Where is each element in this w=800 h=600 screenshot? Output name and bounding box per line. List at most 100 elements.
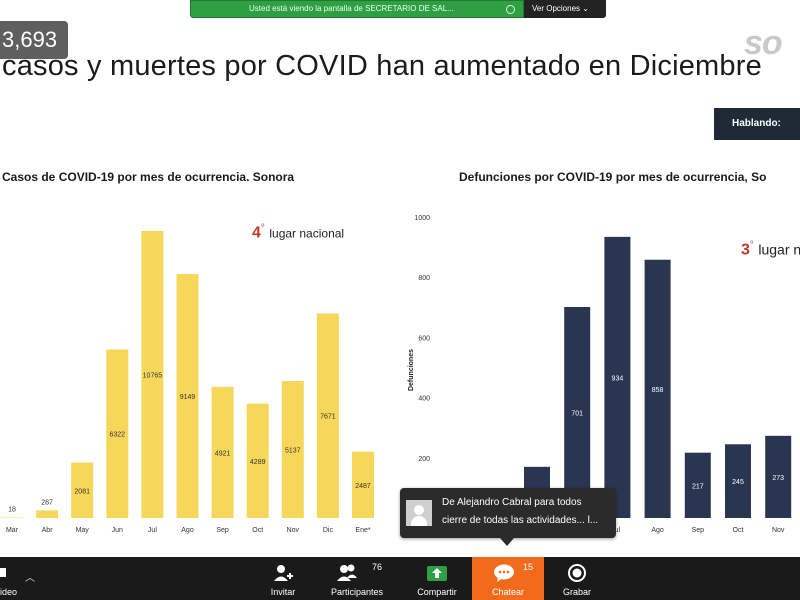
deaths-bar	[604, 236, 631, 518]
deaths-rank-number: 3	[741, 241, 750, 259]
participants-label: Participantes	[330, 587, 384, 597]
cases-category-label: Oct	[252, 527, 263, 534]
deaths-bar	[684, 452, 711, 518]
cases-bar	[352, 451, 374, 518]
cases-bar	[246, 403, 269, 518]
cases-bar	[211, 386, 234, 518]
chat-pointer	[500, 538, 514, 546]
cases-rank-annotation: 4° lugar nacional	[252, 223, 344, 242]
deaths-bar-value-label: 245	[732, 479, 744, 486]
cases-bar-value-label: 18	[8, 507, 16, 514]
deaths-bar-value-label: 858	[652, 387, 664, 394]
deaths-chart-title: Defunciones por COVID-19 por mes de ocur…	[459, 170, 767, 184]
cases-category-label: Dic	[323, 527, 334, 534]
participants-count: 76	[372, 562, 383, 572]
deaths-category-label: Sep	[692, 527, 705, 534]
cases-bar-value-label: 7671	[320, 414, 336, 421]
chat-message-line: cierre de todas las actividades... l...	[442, 515, 599, 526]
logo-text: so	[744, 24, 783, 62]
video-icon	[0, 568, 6, 577]
chat-label: Chatear	[491, 587, 525, 597]
record-button[interactable]: Grabar	[552, 557, 602, 600]
deaths-bar	[725, 444, 751, 518]
cases-bar	[176, 274, 199, 518]
logo: so	[742, 24, 800, 88]
chat-unread-count: 15	[523, 562, 534, 572]
speaking-indicator: Hablando:	[714, 108, 800, 140]
counter-text: 3,693	[2, 27, 58, 52]
share-status-bar: Usted está viendo la pantalla de SECRETA…	[190, 0, 524, 18]
deaths-rank-annotation: 3° lugar n	[741, 240, 800, 259]
deaths-category-label: ul	[615, 527, 621, 534]
cases-bar-value-label: 287	[41, 499, 53, 506]
cases-bar	[316, 313, 339, 518]
slide-title: casos y muertes por COVID han aumentado …	[2, 50, 762, 82]
chat-bubble-icon	[494, 564, 515, 582]
share-screen-label: Compartir	[417, 587, 457, 597]
deaths-y-tick-label: 400	[418, 396, 430, 403]
cases-rank-text: lugar nacional	[269, 226, 345, 241]
chat-notification[interactable]: De Alejandro Cabral para todos cierre de…	[400, 488, 616, 546]
share-screen-button[interactable]: Compartir	[408, 557, 466, 600]
deaths-bar-value-label: 934	[612, 375, 624, 382]
deaths-rank-suffix: °	[749, 240, 754, 251]
avatar	[406, 500, 432, 526]
cases-category-label: Ago	[181, 527, 194, 534]
deaths-rank-text: lugar n	[758, 241, 800, 258]
deaths-y-tick-label: 200	[418, 456, 430, 463]
cases-category-label: Abr	[42, 527, 54, 534]
cases-bar-value-label: 10765	[143, 373, 163, 380]
deaths-bar-value-label: 217	[692, 483, 704, 490]
deaths-y-tick-label: 800	[418, 275, 430, 282]
participants-icon	[337, 564, 358, 581]
caret-up-icon[interactable]: ︿	[25, 573, 35, 584]
cases-category-label: Sep	[216, 527, 229, 534]
cases-bar-value-label: 6322	[110, 432, 126, 439]
cases-bar-value-label: 2081	[74, 488, 90, 495]
record-icon	[568, 564, 586, 582]
record-label: Grabar	[562, 587, 591, 597]
deaths-bar	[644, 259, 671, 518]
cases-rank-number: 4	[252, 224, 261, 242]
cases-category-label: Nov	[287, 527, 300, 534]
cases-bar-value-label: 2487	[355, 483, 371, 490]
speaking-label: Hablando:	[732, 118, 781, 129]
invite-person-icon	[274, 565, 293, 581]
video-label: ideo	[0, 587, 18, 597]
chat-button[interactable]: 15 Chatear	[472, 557, 544, 600]
cases-bar	[281, 381, 304, 518]
deaths-category-label: Oct	[733, 527, 744, 534]
deaths-category-label: Ago	[651, 527, 664, 534]
cases-bar-value-label: 4921	[215, 450, 231, 457]
cases-bar	[141, 231, 164, 518]
counter-badge: 3,693	[0, 21, 68, 59]
participants-button[interactable]: 76 Participantes	[322, 557, 392, 600]
meeting-toolbar: ideo ︿ Invitar 76 Participantes	[0, 557, 800, 600]
video-button[interactable]: ideo	[0, 557, 36, 600]
view-options-label: Ver Opciones	[532, 4, 581, 13]
cases-chart-title: Casos de COVID-19 por mes de ocurrencia.…	[2, 170, 295, 184]
cases-bar	[106, 349, 129, 518]
share-status-text: Usted está viendo la pantalla de SECRETA…	[249, 4, 454, 13]
cases-rank-suffix: °	[260, 223, 265, 234]
cases-bar-value-label: 5137	[285, 448, 301, 455]
cases-bar	[36, 510, 59, 518]
cases-category-label: Jul	[148, 527, 157, 534]
deaths-y-axis-label: Defunciones	[408, 349, 415, 391]
cases-category-label: May	[76, 527, 90, 534]
view-options-button[interactable]: Ver Opciones ⌄	[524, 0, 606, 18]
invite-button[interactable]: Invitar	[262, 557, 304, 600]
status-circle-icon	[506, 5, 515, 14]
deaths-bar	[765, 435, 792, 518]
cases-category-label: Jun	[112, 527, 123, 534]
deaths-category-label: Nov	[772, 527, 785, 534]
cases-bar-value-label: 9149	[180, 394, 196, 401]
chat-sender-line: De Alejandro Cabral para todos	[442, 497, 582, 508]
deaths-bar	[564, 306, 591, 518]
cases-bar	[71, 462, 94, 518]
deaths-y-tick-label: 600	[418, 335, 430, 342]
share-screen-icon	[427, 566, 447, 581]
invite-label: Invitar	[270, 587, 296, 597]
share-banner: Usted está viendo la pantalla de SECRETA…	[190, 0, 606, 18]
